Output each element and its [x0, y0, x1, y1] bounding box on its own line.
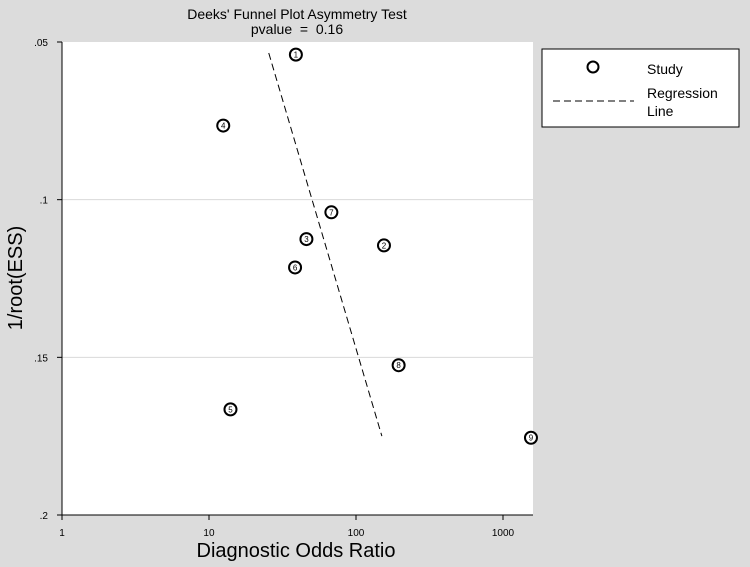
study-point-label: 4 [221, 122, 226, 131]
y-axis-ticks: .05 .1 .15 .2 [34, 38, 62, 522]
regression-line-group [268, 52, 383, 437]
study-point-label: 3 [304, 235, 309, 244]
study-point-label: 7 [329, 208, 334, 217]
x-tick-label: 1000 [492, 528, 515, 539]
x-tick-label: 100 [348, 528, 365, 539]
study-marker [376, 238, 391, 253]
study-marker [223, 402, 238, 417]
chart-title: Deeks' Funnel Plot Asymmetry Test [187, 6, 407, 22]
study-marker [216, 118, 231, 133]
y-tick-label: .05 [34, 38, 48, 49]
study-point-label: 2 [382, 241, 387, 250]
study-marker [288, 47, 303, 62]
study-point: 5 [223, 402, 238, 417]
study-point: 3 [299, 232, 314, 247]
study-point: 2 [376, 238, 391, 253]
chart-subtitle: pvalue = 0.16 [251, 21, 343, 37]
study-point-label: 8 [396, 361, 401, 370]
legend: Study Regression Line [541, 48, 740, 128]
regression-line [268, 52, 383, 437]
study-point-label: 6 [293, 263, 298, 272]
study-marker [324, 205, 339, 220]
study-point-label: 5 [228, 405, 233, 414]
legend-regression-label-line2: Line [647, 103, 674, 119]
gridlines [62, 199, 533, 358]
y-tick-label: .2 [40, 511, 49, 522]
study-point: 9 [523, 430, 538, 445]
study-point: 8 [391, 358, 406, 373]
axes [61, 42, 533, 516]
study-marker [391, 358, 406, 373]
study-point: 4 [216, 118, 231, 133]
study-point-label: 9 [529, 434, 534, 443]
x-axis-ticks: 1 10 100 1000 [59, 515, 515, 539]
y-tick-label: .15 [34, 353, 48, 364]
study-point-label: 1 [294, 51, 299, 60]
legend-study-marker [586, 60, 600, 74]
y-tick-label: .1 [40, 196, 49, 207]
study-marker [299, 232, 314, 247]
study-points-group: 1 2 3 4 5 6 7 8 9 [216, 47, 538, 445]
legend-study-label: Study [647, 61, 683, 77]
study-marker [523, 430, 538, 445]
plot-area [62, 42, 533, 515]
x-axis-label: Diagnostic Odds Ratio [197, 540, 396, 562]
study-marker [288, 260, 303, 275]
legend-regression-label-line1: Regression [647, 85, 718, 101]
x-tick-label: 1 [59, 528, 65, 539]
y-axis-label: 1/root(ESS) [5, 226, 27, 330]
study-point: 6 [288, 260, 303, 275]
x-tick-label: 10 [203, 528, 215, 539]
study-point: 7 [324, 205, 339, 220]
study-point: 1 [288, 47, 303, 62]
legend-box [541, 48, 740, 128]
